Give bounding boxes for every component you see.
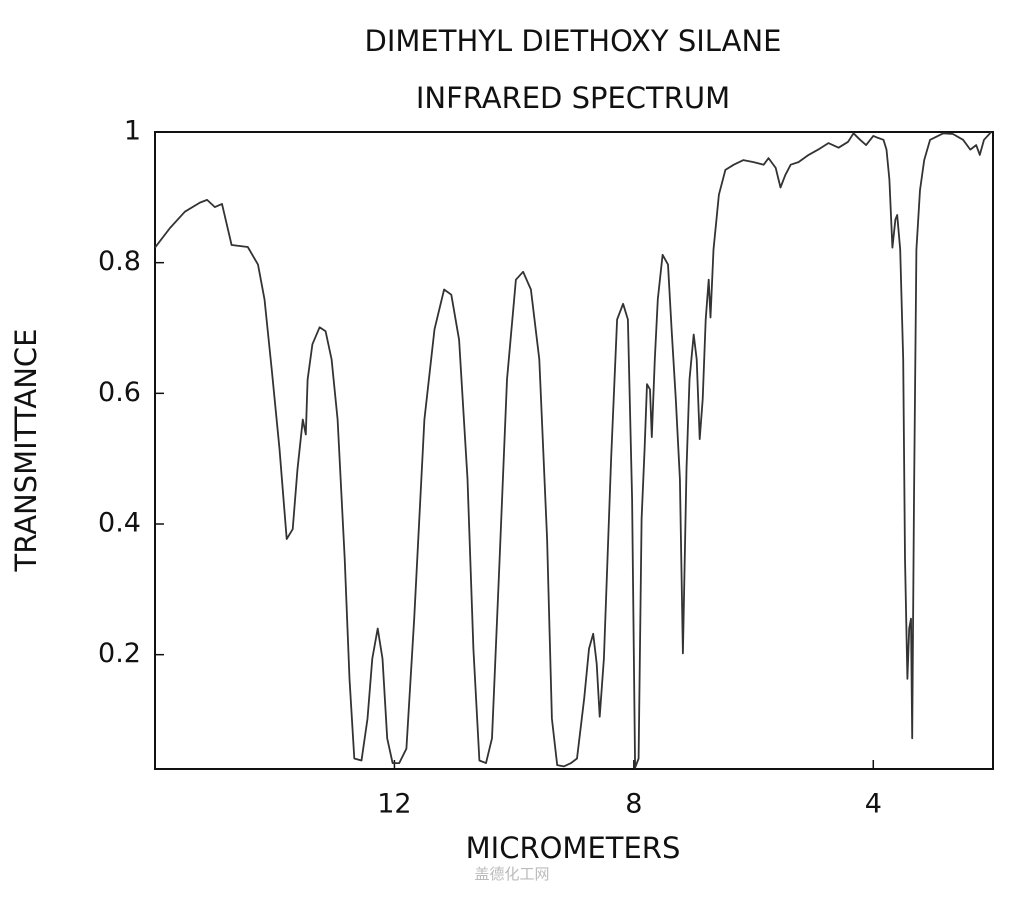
plot-frame [154,131,994,770]
y-tick-label: 0.4 [98,508,141,539]
chart-subtitle: INFRARED SPECTRUM [416,81,730,115]
x-tick-label: 12 [377,789,411,820]
y-tick-label: 0.2 [98,638,141,669]
x-tick-label: 4 [865,789,882,820]
y-tick-label: 0.8 [98,246,141,277]
watermark: 盖德化工网 [474,865,549,883]
y-tick-label: 1 [124,116,141,147]
spectrum-line [154,131,992,769]
y-tick-label: 0.6 [98,377,141,408]
chart-title: DIMETHYL DIETHOXY SILANE [365,24,782,58]
x-axis-label: MICROMETERS [466,831,681,865]
y-axis-label: TRANSMITTANCE [9,329,43,573]
x-tick-label: 8 [625,789,642,820]
